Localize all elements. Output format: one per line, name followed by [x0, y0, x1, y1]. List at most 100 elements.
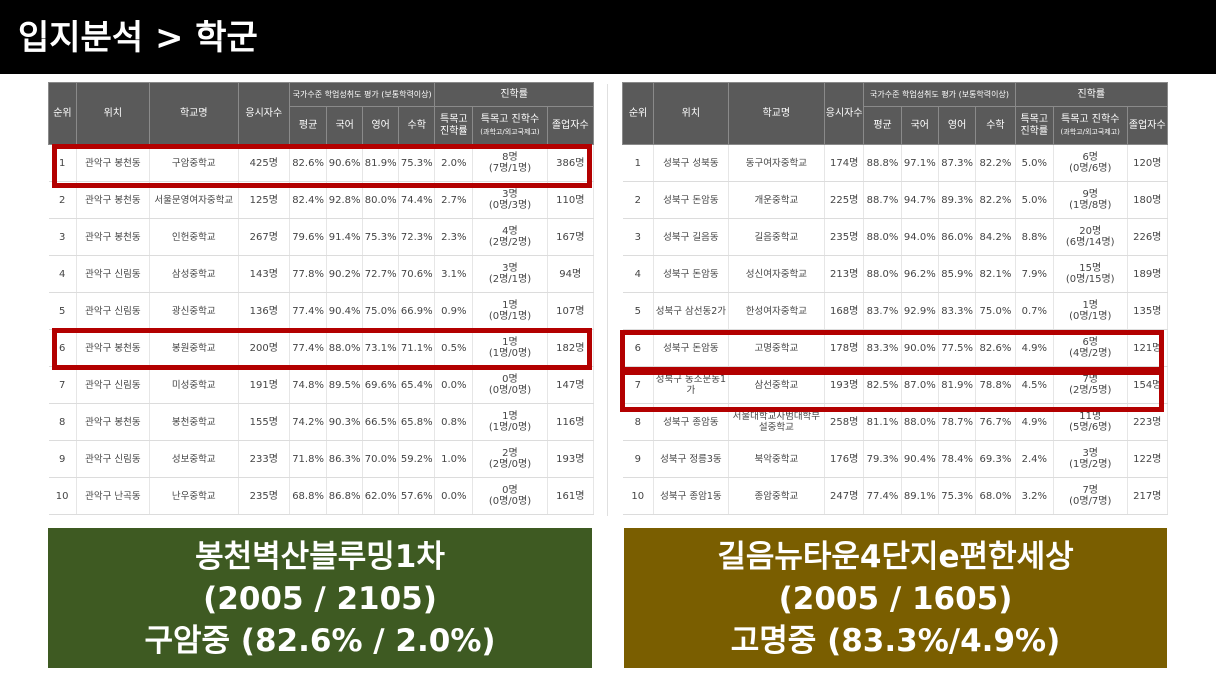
special-count-detail: (0명/6명) — [1069, 163, 1112, 174]
cell-math: 72.3% — [398, 218, 436, 256]
cell-location: 성북구 돈암동 — [653, 181, 729, 219]
cell-avg: 74.2% — [289, 403, 328, 441]
special-count-total: 1명 — [502, 411, 518, 422]
cell-korean: 86.8% — [326, 477, 364, 515]
cell-rank: 3 — [622, 218, 655, 256]
cell-special-rate: 7.9% — [1015, 255, 1054, 293]
cell-korean: 90.2% — [326, 255, 364, 293]
special-count-detail: (0명/0명) — [488, 385, 532, 396]
special-count-detail: (2명/2명) — [488, 237, 532, 248]
cell-avg: 88.0% — [863, 255, 902, 293]
cell-math: 65.8% — [398, 403, 436, 441]
cell-location: 관악구 봉천동 — [76, 218, 150, 256]
highlight-row-7 — [620, 370, 1164, 412]
cell-special-count: 1명 (0명/1명) — [472, 292, 548, 330]
header-english: 영어 — [937, 106, 977, 145]
cell-location: 관악구 신림동 — [76, 440, 150, 478]
cell-english: 62.0% — [362, 477, 400, 515]
cell-students: 235명 — [238, 477, 291, 515]
cell-avg: 71.8% — [289, 440, 328, 478]
cell-math: 57.6% — [398, 477, 436, 515]
caption-years: (2005 / 1605) — [778, 581, 1013, 617]
header-special-rate: 특목고 진학률 — [1014, 106, 1054, 145]
cell-english: 70.0% — [362, 440, 400, 478]
cell-math: 75.3% — [398, 144, 436, 182]
table-row: 10 성북구 종암1동 종암중학교 247명 77.4% 89.1% 75.3% 68.0% 3… — [622, 477, 1168, 515]
cell-special-rate: 0.8% — [434, 403, 474, 441]
cell-location: 관악구 신림동 — [76, 255, 150, 293]
header-students: 응시자수 — [237, 82, 291, 145]
cell-korean: 90.0% — [901, 329, 939, 367]
cell-graduates: 182명 — [547, 329, 595, 367]
cell-avg: 88.8% — [863, 144, 902, 182]
table-row: 4 관악구 신림동 삼성중학교 143명 77.8% 90.2% 72.7% 70.6% 3.1… — [48, 255, 595, 293]
special-count-total: 8명 — [502, 152, 518, 163]
cell-special-count: 1명 (0명/1명) — [1053, 292, 1128, 330]
cell-school: 난우중학교 — [149, 477, 239, 515]
special-count-detail: (1명/0명) — [488, 422, 532, 433]
cell-english: 66.5% — [362, 403, 400, 441]
cell-location: 성북구 길음동 — [653, 218, 729, 256]
cell-math: 84.2% — [975, 218, 1016, 256]
cell-math: 82.1% — [975, 255, 1016, 293]
cell-location: 관악구 봉천동 — [76, 403, 150, 441]
table-row: 3 관악구 봉천동 인헌중학교 267명 79.6% 91.4% 75.3% 72.3% 2.3… — [48, 218, 595, 256]
cell-graduates: 167명 — [547, 218, 595, 256]
cell-korean: 94.0% — [901, 218, 939, 256]
cell-avg: 77.4% — [289, 329, 328, 367]
cell-rank: 6 — [622, 329, 655, 367]
cell-special-count: 0명 (0명/0명) — [472, 477, 548, 515]
cell-graduates: 122명 — [1127, 440, 1168, 478]
cell-students: 143명 — [238, 255, 291, 293]
cell-rank: 1 — [622, 144, 655, 182]
header-special-count: 특목고 진학수 (과학고/외고국제고) — [472, 106, 548, 145]
header-advancement-group: 진학률 — [434, 82, 594, 107]
cell-special-count: 3명 (2명/1명) — [472, 255, 548, 293]
cell-korean: 90.3% — [326, 403, 364, 441]
cell-korean: 96.2% — [901, 255, 939, 293]
table-row: 4 성북구 돈암동 성신여자중학교 213명 88.0% 96.2% 85.9% 82.1% 7… — [622, 255, 1168, 293]
cell-special-count: 4명 (2명/2명) — [472, 218, 548, 256]
cell-avg: 77.4% — [289, 292, 328, 330]
cell-english: 83.3% — [938, 292, 977, 330]
special-count-total: 7명 — [1082, 485, 1098, 496]
cell-rank: 4 — [622, 255, 655, 293]
special-count-total: 15명 — [1079, 263, 1102, 274]
cell-graduates: 386명 — [547, 144, 595, 182]
cell-special-count: 20명 (6명/14명) — [1053, 218, 1128, 256]
cell-rank: 10 — [622, 477, 655, 515]
special-count-detail: (2명/5명) — [1069, 385, 1112, 396]
table-row: 7 관악구 신림동 미성중학교 191명 74.8% 89.5% 69.6% 65.4% 0.0… — [48, 366, 595, 404]
cell-location: 성북구 삼선동2가 — [653, 292, 729, 330]
cell-english: 89.3% — [938, 181, 977, 219]
header-english: 영어 — [362, 106, 400, 145]
header-graduates: 졸업자수 — [1126, 106, 1168, 145]
header-special-count-sub: (과학고/외고국제고) — [1060, 127, 1120, 136]
header-bar: 입지분석 > 학군 — [0, 0, 1216, 74]
special-count-total: 6명 — [1082, 152, 1098, 163]
cell-special-rate: 1.0% — [434, 440, 474, 478]
cell-location: 관악구 신림동 — [76, 366, 150, 404]
header-math: 수학 — [398, 106, 436, 145]
special-count-detail: (2명/1명) — [488, 274, 532, 285]
cell-school: 한성여자중학교 — [728, 292, 826, 330]
header-special-count-label: 특목고 진학수 — [1061, 113, 1120, 125]
cell-english: 69.6% — [362, 366, 400, 404]
special-count-total: 9명 — [1082, 189, 1098, 200]
cell-english: 75.3% — [938, 477, 977, 515]
cell-rank: 3 — [48, 218, 77, 256]
header-special-count-label: 특목고 진학수 — [480, 113, 540, 125]
special-count-detail: (0명/1명) — [488, 311, 532, 322]
cell-special-rate: 3.1% — [434, 255, 474, 293]
cell-math: 70.6% — [398, 255, 436, 293]
cell-location: 성북구 종암1동 — [653, 477, 729, 515]
left-school-table-panel: 순위 위치 학교명 응시자수 국가수준 학업성취도 평가 (보통학력이상) 진학… — [48, 82, 595, 518]
cell-special-rate: 2.4% — [1015, 440, 1054, 478]
cell-special-rate: 2.3% — [434, 218, 474, 256]
page-title: 입지분석 > 학군 — [18, 18, 258, 58]
cell-special-count: 3명 (1명/2명) — [1053, 440, 1128, 478]
table-row: 6 관악구 봉천동 봉원중학교 200명 77.4% 88.0% 73.1% 71.1% 0.5… — [48, 329, 595, 367]
cell-students: 200명 — [238, 329, 291, 367]
special-count-total: 4명 — [502, 226, 518, 237]
cell-korean: 91.4% — [326, 218, 364, 256]
